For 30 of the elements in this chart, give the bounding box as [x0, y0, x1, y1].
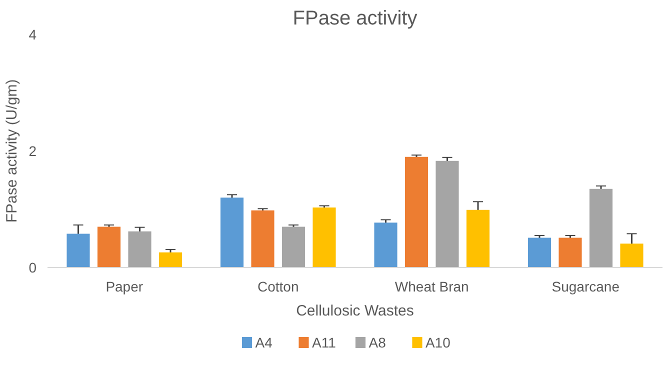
chart-title: FPase activity	[292, 8, 418, 30]
legend-label: A8	[368, 334, 386, 350]
bar	[282, 226, 306, 268]
legend-label: A10	[425, 334, 451, 350]
bar	[251, 210, 274, 268]
bar	[528, 238, 552, 268]
legend-label: A11	[312, 334, 336, 350]
x-tick-label: Wheat Bran	[394, 278, 469, 294]
x-axis-title: Cellulosic Wastes	[296, 302, 414, 320]
y-tick-label: 4	[28, 26, 37, 42]
y-tick-label: 0	[28, 260, 37, 276]
bar	[97, 226, 121, 268]
bar	[220, 198, 244, 268]
y-tick-label: 2	[28, 143, 37, 159]
bar	[66, 234, 90, 268]
x-tick-label: Paper	[106, 278, 144, 294]
legend-label: A4	[255, 334, 273, 350]
bar	[404, 156, 428, 268]
bar	[558, 238, 582, 268]
bar	[589, 188, 613, 268]
bar	[466, 210, 490, 268]
x-tick-label: Cotton	[258, 278, 299, 294]
x-tick-label: Sugarcane	[552, 278, 620, 294]
y-axis-title: FPase activity (U/gm)	[4, 79, 21, 223]
bar	[128, 231, 152, 268]
bar	[436, 160, 459, 268]
bar	[312, 208, 336, 268]
bar	[374, 222, 398, 268]
bar	[158, 252, 182, 268]
bar	[620, 244, 644, 268]
